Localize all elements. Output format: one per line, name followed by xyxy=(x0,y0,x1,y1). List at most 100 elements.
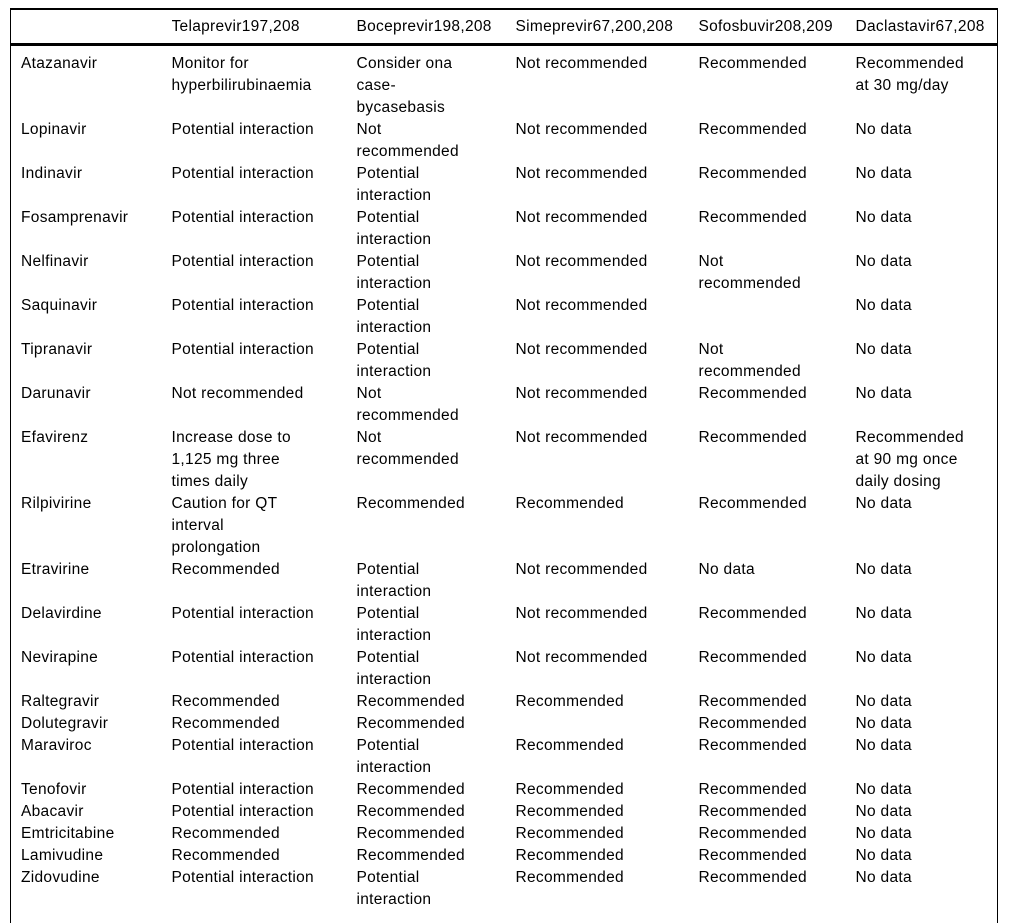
interaction-cell: Recommended xyxy=(698,385,807,402)
drug-name: Emtricitabine xyxy=(21,825,115,842)
drug-name: Dolutegravir xyxy=(21,715,109,732)
table-row: Tipranavir Potential interaction Potential… xyxy=(11,339,998,383)
interaction-cell: Potential interaction xyxy=(171,253,314,270)
drug-name: Rilpivirine xyxy=(21,495,92,512)
interaction-cell: Caution for QT interval prolongation xyxy=(171,495,278,556)
table-row: Abacavir Potential interaction Recommended… xyxy=(11,801,998,823)
interaction-cell: Potential interaction xyxy=(171,869,314,886)
interaction-cell: Consider ona case- bycasebasis xyxy=(356,55,453,116)
interaction-cell: Potential interaction xyxy=(171,297,314,314)
interaction-cell: Not recommended xyxy=(698,253,801,292)
interaction-cell: No data xyxy=(855,781,912,798)
interaction-cell: Not recommended xyxy=(515,561,648,578)
interaction-cell: Increase dose to 1,125 mg three times da… xyxy=(171,429,291,490)
drug-name: Fosamprenavir xyxy=(21,209,129,226)
table-row: Dolutegravir Recommended Recommended Recomm… xyxy=(11,713,998,735)
interaction-cell: Recommended xyxy=(515,495,624,512)
interaction-cell: Recommended xyxy=(698,847,807,864)
table-row: Raltegravir Recommended Recommended Recomme… xyxy=(11,691,998,713)
interaction-cell: Recommended xyxy=(698,693,807,710)
drug-name: Saquinavir xyxy=(21,297,98,314)
drug-name: Lamivudine xyxy=(21,847,104,864)
interaction-cell: Potential interaction xyxy=(356,605,432,644)
interaction-cell: Potential interaction xyxy=(171,781,314,798)
interaction-cell: Recommended xyxy=(698,825,807,842)
interaction-cell: Not recommended xyxy=(515,649,648,666)
table-row: Etravirine Recommended Potential interacti… xyxy=(11,559,998,603)
interaction-cell: Not recommended xyxy=(515,165,648,182)
interaction-cell: Recommended at 30 mg/day xyxy=(855,55,964,94)
interaction-cell: No data xyxy=(855,803,912,820)
column-header-sofosbuvir: Sofosbuvir208,209 xyxy=(698,9,856,46)
interaction-cell: Recommended xyxy=(515,737,624,754)
interaction-cell: Recommended xyxy=(356,847,465,864)
interaction-cell: Recommended xyxy=(698,209,807,226)
interaction-cell: Recommended xyxy=(698,165,807,182)
interaction-cell: Potential interaction xyxy=(356,649,432,688)
column-header-boceprevir: Boceprevir198,208 xyxy=(356,9,516,46)
interaction-cell: Not recommended xyxy=(515,253,648,270)
interaction-cell: Potential interaction xyxy=(171,165,314,182)
drug-name: Darunavir xyxy=(21,385,91,402)
table-row: Maraviroc Potential interaction Potential … xyxy=(11,735,998,779)
interaction-cell: Not recommended xyxy=(356,429,459,468)
interaction-cell: Recommended xyxy=(698,781,807,798)
interaction-cell: Recommended xyxy=(698,737,807,754)
interaction-cell: Not recommended xyxy=(515,341,648,358)
interaction-cell: Potential interaction xyxy=(171,803,314,820)
interaction-cell: No data xyxy=(855,495,912,512)
interaction-cell: Not recommended xyxy=(515,297,648,314)
interaction-cell xyxy=(516,713,699,735)
interaction-cell: Potential interaction xyxy=(171,605,314,622)
column-header-telaprevir: Telaprevir197,208 xyxy=(171,9,357,46)
interaction-cell: No data xyxy=(855,297,912,314)
interaction-cell: Recommended xyxy=(171,693,280,710)
interaction-cell xyxy=(699,295,856,339)
drug-name: Nelfinavir xyxy=(21,253,89,270)
interaction-cell: Not recommended xyxy=(515,385,648,402)
drug-name: Maraviroc xyxy=(21,737,92,754)
table-row: Saquinavir Potential interaction Potential… xyxy=(11,295,998,339)
interaction-cell: Not recommended xyxy=(356,385,459,424)
interaction-cell: Recommended xyxy=(698,715,807,732)
drug-name: Etravirine xyxy=(21,561,90,578)
interaction-cell: Potential interaction xyxy=(171,737,314,754)
interaction-cell: No data xyxy=(855,825,912,842)
interaction-cell: No data xyxy=(855,341,912,358)
interaction-cell: Potential interaction xyxy=(356,561,432,600)
table-row: Zidovudine Potential interaction Potential… xyxy=(11,867,998,923)
drug-name: Abacavir xyxy=(21,803,84,820)
interaction-cell: No data xyxy=(855,649,912,666)
interaction-cell: Recommended xyxy=(515,781,624,798)
table-row: Lopinavir Potential interaction Not recomm… xyxy=(11,119,998,163)
table-header: Telaprevir197,208 Boceprevir198,208 Sime… xyxy=(10,9,998,46)
table-row: Nevirapine Potential interaction Potential… xyxy=(11,647,998,691)
interaction-cell: Recommended xyxy=(356,803,465,820)
interaction-cell: No data xyxy=(855,847,912,864)
drug-name: Tipranavir xyxy=(21,341,93,358)
table-row: Fosamprenavir Potential interaction Potent… xyxy=(11,207,998,251)
corner-cell xyxy=(10,9,172,46)
drug-name: Zidovudine xyxy=(21,869,100,886)
interaction-cell: Recommended xyxy=(515,847,624,864)
interaction-cell: Not recommended xyxy=(515,429,648,446)
column-header-simeprevir: Simeprevir67,200,208 xyxy=(515,9,699,46)
table-row: Atazanavir Monitor for hyperbilirubinaemi… xyxy=(11,45,998,120)
drug-name: Delavirdine xyxy=(21,605,102,622)
table-row: Indinavir Potential interaction Potential … xyxy=(11,163,998,207)
interaction-cell: No data xyxy=(855,385,912,402)
header-row: Telaprevir197,208 Boceprevir198,208 Sime… xyxy=(10,9,998,46)
table-row: Delavirdine Potential interaction Potentia… xyxy=(11,603,998,647)
interaction-cell: Not recommended xyxy=(515,55,648,72)
interaction-cell: No data xyxy=(855,209,912,226)
interaction-cell: No data xyxy=(855,715,912,732)
interaction-cell: Recommended xyxy=(515,803,624,820)
interaction-cell: Recommended xyxy=(698,869,807,886)
table-row: Darunavir Not recommended Not recommended N… xyxy=(11,383,998,427)
interaction-cell: Recommended xyxy=(698,495,807,512)
interaction-cell: Recommended xyxy=(698,121,807,138)
interaction-cell: Potential interaction xyxy=(171,209,314,226)
interaction-cell: No data xyxy=(855,869,912,886)
interaction-cell: Recommended xyxy=(171,847,280,864)
interaction-cell: No data xyxy=(855,737,912,754)
